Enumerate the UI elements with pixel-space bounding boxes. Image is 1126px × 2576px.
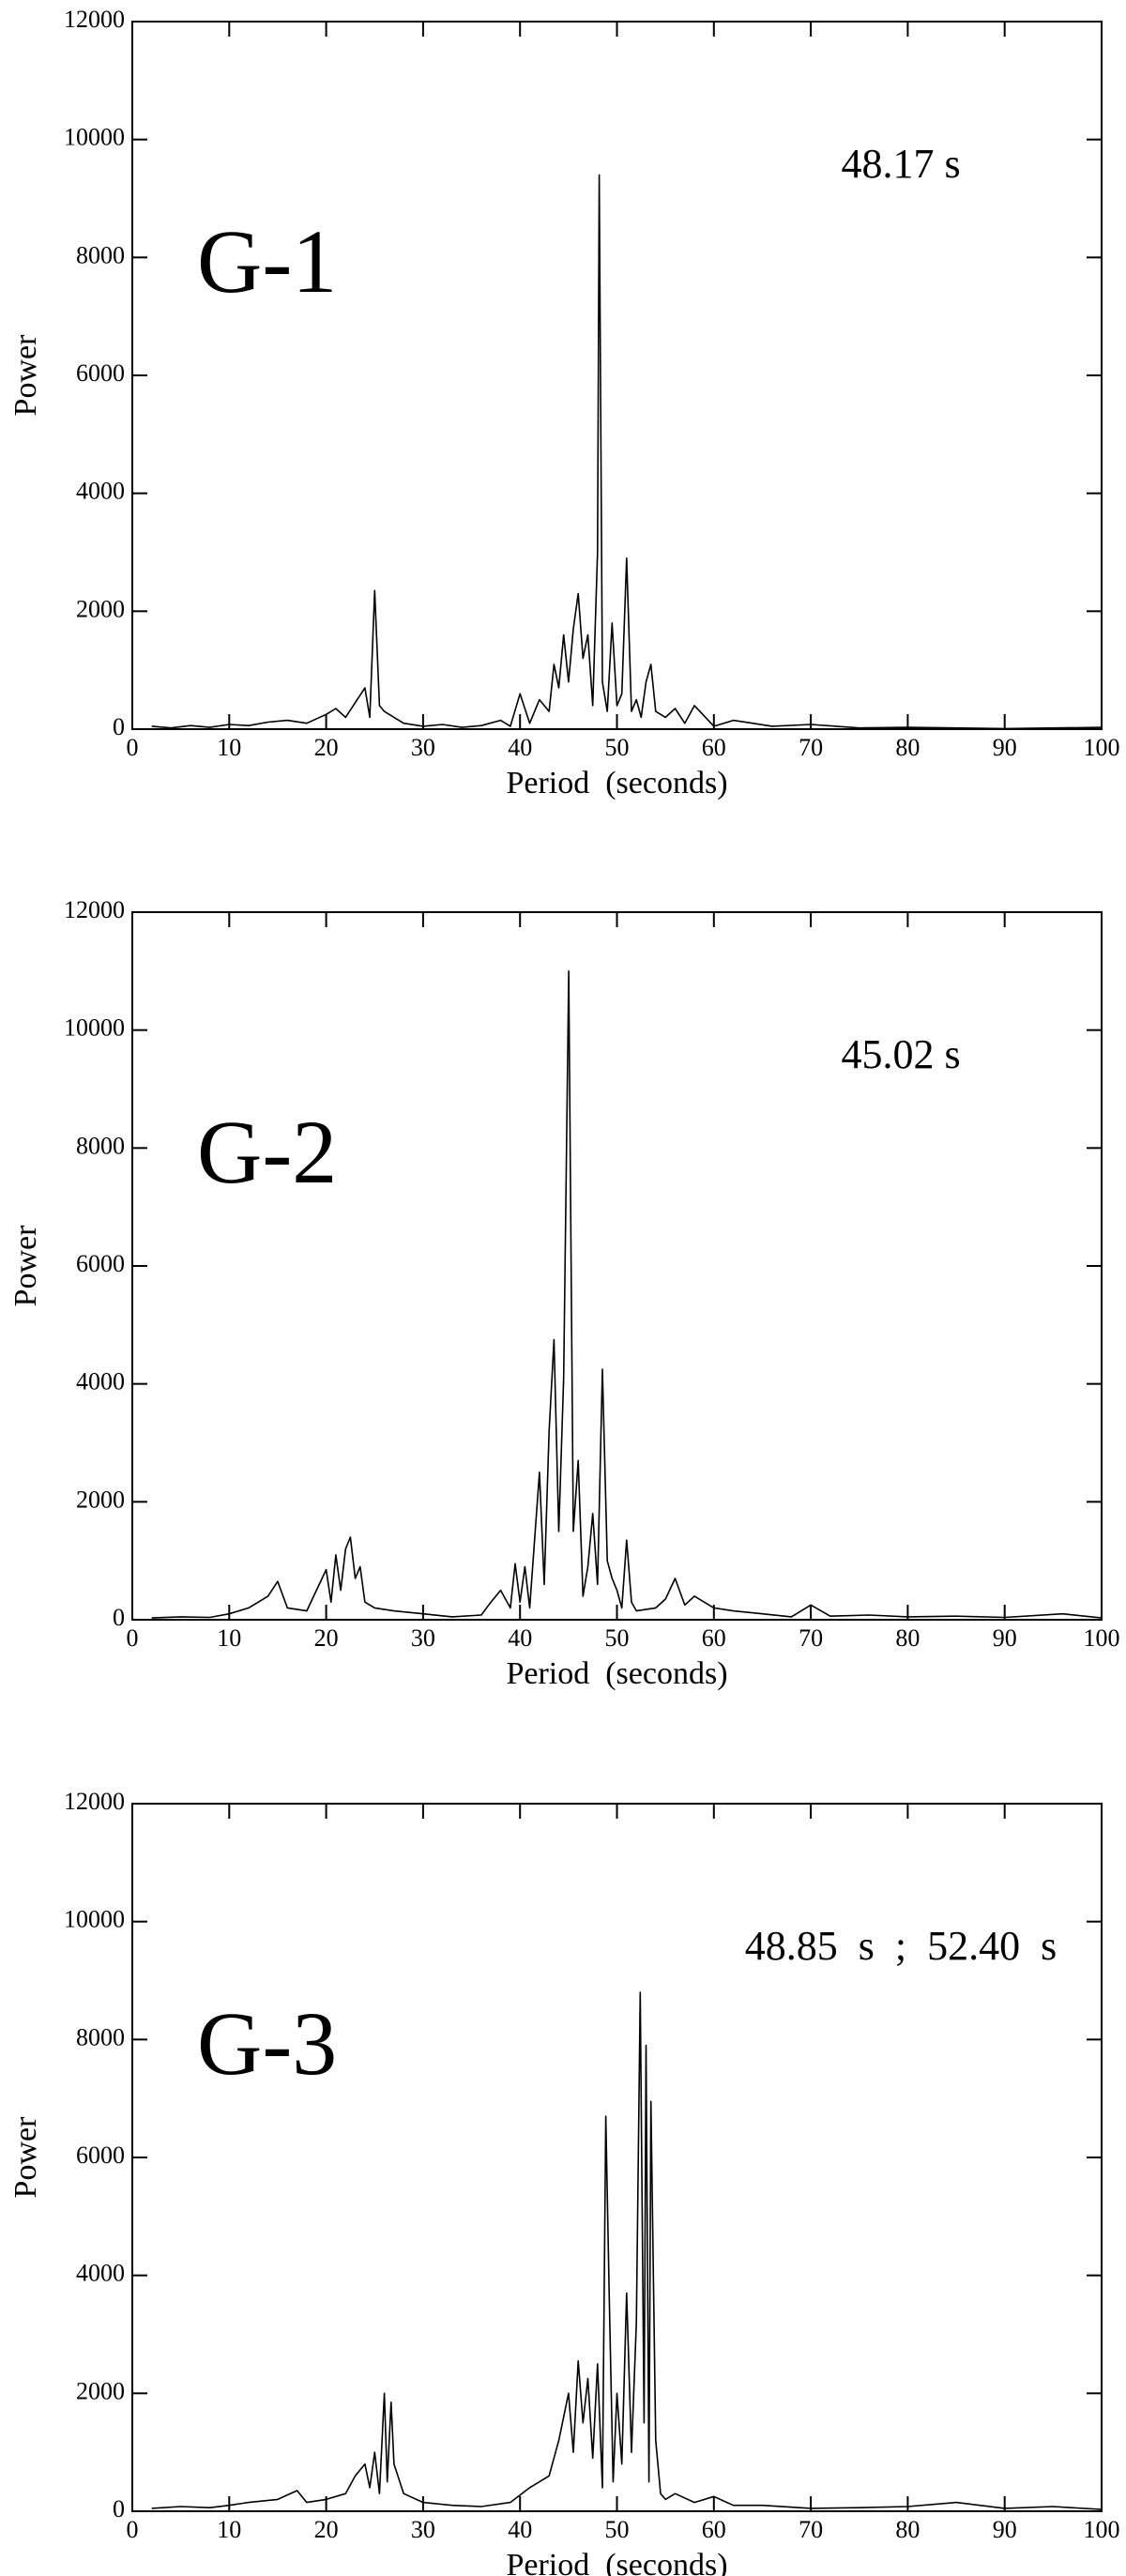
- x-tick-label: 20: [314, 2516, 339, 2543]
- x-tick-label: 70: [799, 734, 823, 761]
- y-tick-label: 10000: [64, 1014, 125, 1042]
- x-tick-label: 80: [895, 734, 920, 761]
- y-tick-label: 0: [113, 1604, 125, 1631]
- x-tick-label: 60: [702, 734, 726, 761]
- y-tick-label: 4000: [76, 2260, 125, 2287]
- data-line: [151, 970, 1103, 1619]
- y-tick-label: 0: [113, 2495, 125, 2523]
- x-tick-label: 60: [702, 2516, 726, 2543]
- data-line: [151, 1991, 1103, 2510]
- y-tick-label: 2000: [76, 1486, 125, 1513]
- panel-label: G-3: [197, 1993, 337, 2094]
- x-tick-label: 20: [314, 1624, 339, 1652]
- x-tick-label: 100: [1084, 2516, 1120, 2543]
- x-tick-label: 30: [411, 734, 435, 761]
- x-tick-label: 10: [217, 734, 241, 761]
- x-tick-label: 40: [508, 1624, 532, 1652]
- x-tick-label: 80: [895, 2516, 920, 2543]
- y-tick-label: 12000: [64, 6, 125, 33]
- y-tick-label: 8000: [76, 241, 125, 268]
- x-tick-label: 100: [1084, 734, 1120, 761]
- x-tick-label: 50: [605, 1624, 630, 1652]
- x-tick-label: 70: [799, 1624, 823, 1652]
- y-tick-label: 2000: [76, 595, 125, 622]
- x-tick-label: 20: [314, 734, 339, 761]
- x-tick-label: 0: [127, 734, 139, 761]
- x-tick-label: 90: [993, 734, 1017, 761]
- panel-label: G-2: [197, 1102, 337, 1202]
- x-tick-label: 30: [411, 1624, 435, 1652]
- plot-frame: [131, 911, 1103, 1621]
- x-tick-label: 50: [605, 2516, 630, 2543]
- x-tick-label: 0: [127, 1624, 139, 1652]
- y-tick-label: 12000: [64, 1788, 125, 1815]
- y-tick-label: 10000: [64, 124, 125, 151]
- y-tick-label: 10000: [64, 1906, 125, 1933]
- x-tick-label: 60: [702, 1624, 726, 1652]
- y-tick-label: 2000: [76, 2377, 125, 2404]
- y-tick-label: 6000: [76, 2142, 125, 2169]
- data-line: [151, 174, 1103, 730]
- x-tick-label: 90: [993, 1624, 1017, 1652]
- y-axis-label: Power: [8, 1225, 43, 1307]
- y-tick-label: 12000: [64, 896, 125, 923]
- x-tick-label: 90: [993, 2516, 1017, 2543]
- annotation: 45.02 s: [841, 1031, 960, 1077]
- x-tick-label: 80: [895, 1624, 920, 1652]
- plot-frame: [131, 21, 1103, 730]
- x-tick-label: 50: [605, 734, 630, 761]
- annotation: 48.17 s: [841, 141, 960, 187]
- y-axis-label: Power: [8, 2116, 43, 2199]
- x-tick-label: 40: [508, 2516, 532, 2543]
- x-tick-label: 10: [217, 1624, 241, 1652]
- x-axis-label: Period (seconds): [506, 766, 727, 800]
- x-axis-label: Period (seconds): [506, 1656, 727, 1691]
- y-tick-label: 8000: [76, 2023, 125, 2050]
- x-tick-label: 30: [411, 2516, 435, 2543]
- annotation: 48.85 s ; 52.40 s: [745, 1923, 1057, 1969]
- x-axis-label: Period (seconds): [506, 2548, 727, 2576]
- panel-label: G-1: [197, 211, 337, 312]
- x-tick-label: 40: [508, 734, 532, 761]
- x-tick-label: 100: [1084, 1624, 1120, 1652]
- x-tick-label: 70: [799, 2516, 823, 2543]
- y-axis-label: Power: [8, 334, 43, 417]
- y-tick-label: 6000: [76, 359, 125, 387]
- x-tick-label: 0: [127, 2516, 139, 2543]
- y-tick-label: 4000: [76, 478, 125, 505]
- y-tick-label: 0: [113, 713, 125, 740]
- x-tick-label: 10: [217, 2516, 241, 2543]
- y-tick-label: 8000: [76, 1132, 125, 1159]
- y-tick-label: 4000: [76, 1368, 125, 1395]
- y-tick-label: 6000: [76, 1250, 125, 1277]
